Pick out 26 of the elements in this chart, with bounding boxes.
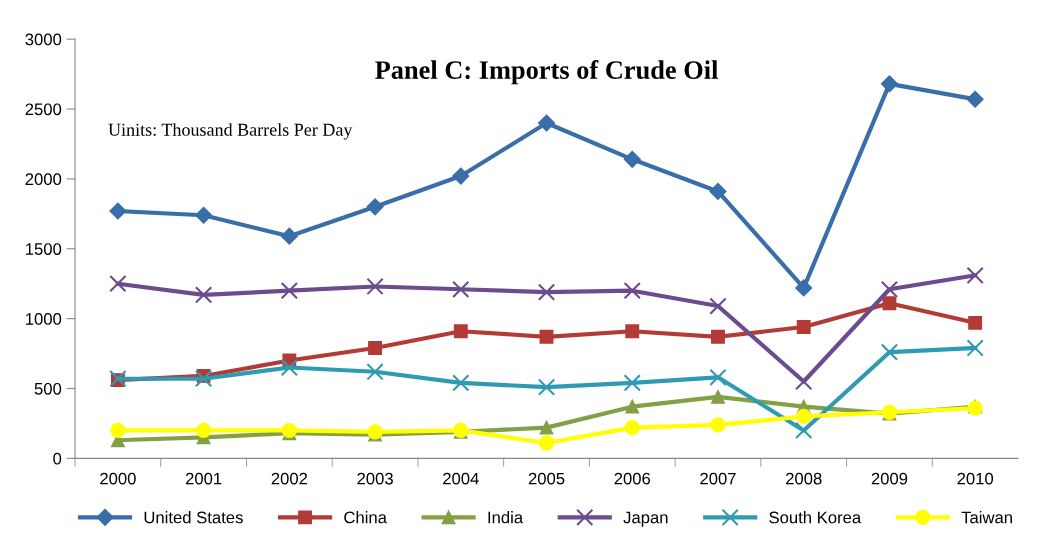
text: Panel C: Imports of Crude Oil (375, 60, 718, 85)
x-tick-label: 2002 (271, 472, 308, 485)
y-tick-label: 2000 (25, 173, 62, 186)
x-tick-label: 2008 (786, 472, 822, 485)
y-tick-label: 1500 (26, 243, 62, 255)
y-tick-label: 2500 (25, 103, 62, 116)
x-tick-label: 2001 (185, 472, 222, 485)
x-tick-label: 2009 (871, 472, 908, 485)
x-tick-label: 2010 (957, 472, 994, 485)
x-tick-label: 2003 (357, 472, 393, 485)
x-tick-label: 2000 (100, 472, 136, 485)
annotation: Uinits: Thousand Barrels Per Day (108, 123, 353, 140)
legend-label: Japan (623, 511, 668, 527)
legend-label: South Korea (769, 511, 862, 524)
x-tick-label: 2004 (443, 472, 479, 485)
y-tick-label: 3000 (25, 33, 62, 46)
y-tick-label: 0 (53, 452, 62, 465)
x-tick-label: 2005 (528, 472, 565, 485)
legend-label: United States (144, 511, 243, 524)
legend-label: India (488, 511, 524, 524)
y-tick-label: 500 (34, 382, 62, 395)
x-tick-label: 2007 (700, 472, 736, 485)
x-tick-label: 2006 (614, 472, 651, 485)
y-tick-label: 1000 (26, 313, 62, 325)
legend-label: Taiwan (961, 511, 1012, 524)
legend-label: China (344, 511, 387, 524)
